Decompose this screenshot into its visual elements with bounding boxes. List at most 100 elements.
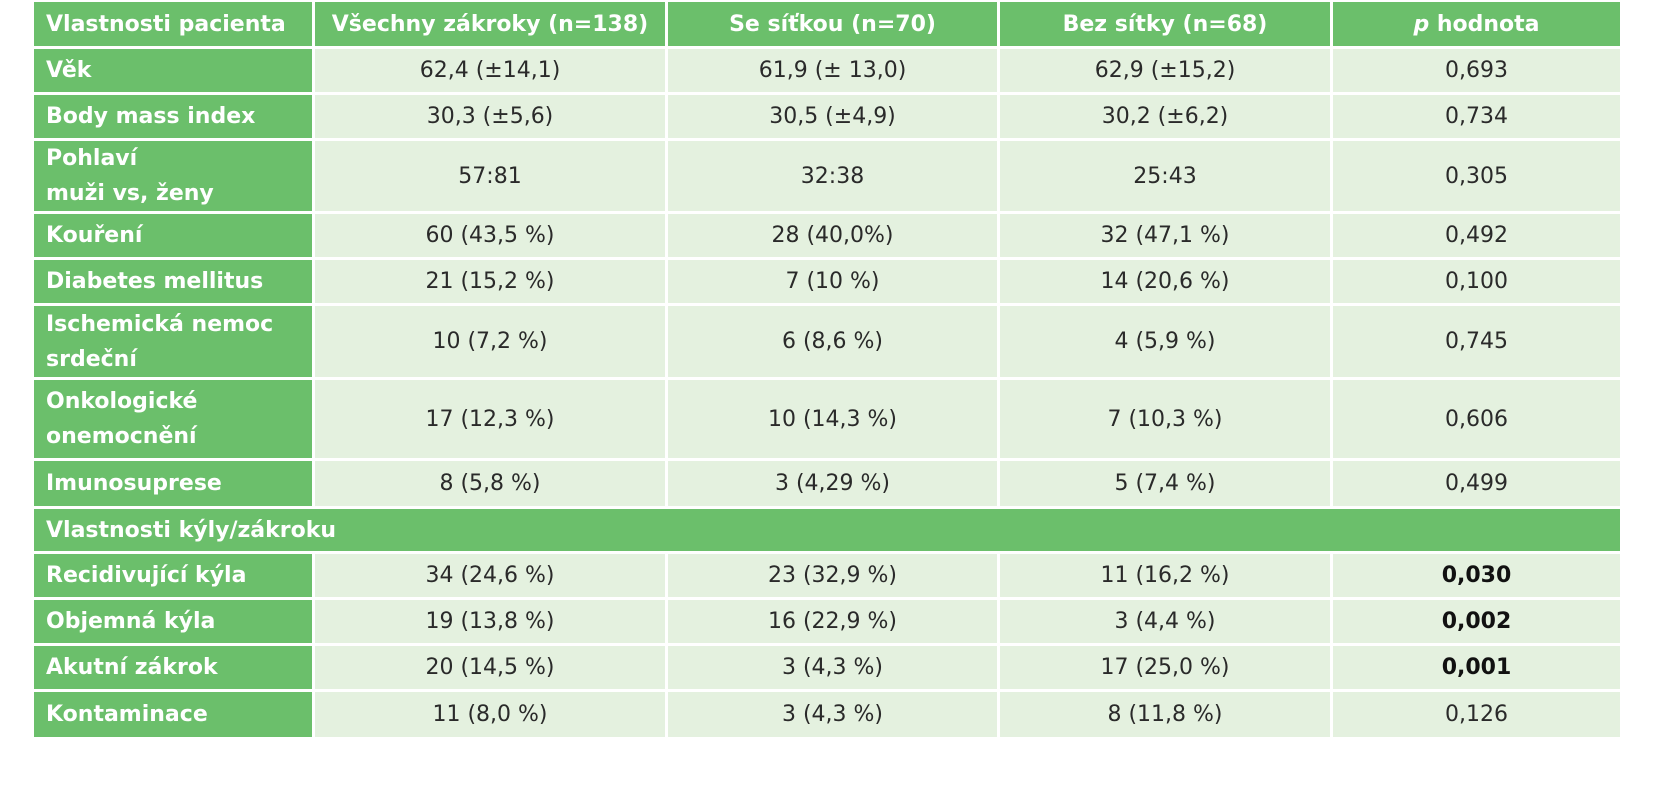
- row-label: Akutní zákrok: [34, 646, 315, 693]
- table-row: Akutní zákrok 20 (14,5 %) 3 (4,3 %) 17 (25,…: [34, 646, 1620, 693]
- value-with-mesh: 30,5 (±4,9): [668, 95, 1000, 141]
- row-label-line: onemocnění: [46, 424, 197, 450]
- value-all-procedures: 17 (12,3 %): [315, 380, 668, 462]
- value-with-mesh: 6 (8,6 %): [668, 306, 1000, 381]
- value-without-mesh: 7 (10,3 %): [1000, 380, 1333, 462]
- value-with-mesh: 23 (32,9 %): [668, 554, 1000, 601]
- p-value-word: hodnota: [1429, 11, 1540, 37]
- value-all-procedures: 11 (8,0 %): [315, 692, 668, 741]
- row-label: Kouření: [34, 214, 315, 261]
- value-p: 0,492: [1333, 214, 1620, 261]
- table-header: Vlastnosti pacienta Všechny zákroky (n=1…: [34, 2, 1620, 49]
- row-label: Věk: [34, 49, 315, 95]
- value-p: 0,499: [1333, 461, 1620, 510]
- value-all-procedures: 8 (5,8 %): [315, 461, 668, 510]
- patient-characteristics-table: Vlastnosti pacienta Všechny zákroky (n=1…: [34, 2, 1620, 741]
- value-without-mesh: 25:43: [1000, 141, 1333, 215]
- value-p: 0,030: [1333, 554, 1620, 601]
- value-all-procedures: 20 (14,5 %): [315, 646, 668, 693]
- value-with-mesh: 16 (22,9 %): [668, 600, 1000, 647]
- row-label-line: Imunosuprese: [46, 471, 222, 497]
- row-label-line: Pohlaví: [46, 146, 138, 171]
- value-without-mesh: 11 (16,2 %): [1000, 554, 1333, 601]
- value-all-procedures: 57:81: [315, 141, 668, 215]
- row-label: Imunosuprese: [34, 461, 315, 510]
- row-label-line: Kontaminace: [46, 702, 208, 728]
- header-all-procedures: Všechny zákroky (n=138): [315, 2, 668, 49]
- row-label: Kontaminace: [34, 692, 315, 741]
- value-with-mesh: 7 (10 %): [668, 260, 1000, 307]
- value-p: 0,606: [1333, 380, 1620, 462]
- value-without-mesh: 5 (7,4 %): [1000, 461, 1333, 510]
- value-p: 0,001: [1333, 646, 1620, 693]
- value-all-procedures: 62,4 (±14,1): [315, 49, 668, 95]
- row-label-line: Onkologické: [46, 389, 198, 415]
- value-p: 0,693: [1333, 49, 1620, 95]
- value-with-mesh: 32:38: [668, 141, 1000, 215]
- p-symbol: p: [1413, 11, 1430, 37]
- table-row: Objemná kýla 19 (13,8 %) 16 (22,9 %) 3 (4,4…: [34, 600, 1620, 647]
- table-row: Onkologické onemocnění 17 (12,3 %) 10 (14,3…: [34, 380, 1620, 462]
- header-without-mesh: Bez sítky (n=68): [1000, 2, 1333, 49]
- table-row: Body mass index 30,3 (±5,6) 30,5 (±4,9) 30,…: [34, 95, 1620, 141]
- row-label-line: Diabetes mellitus: [46, 269, 264, 295]
- row-label-line: Body mass index: [46, 103, 256, 129]
- row-label-line: muži vs, ženy: [46, 181, 214, 207]
- value-all-procedures: 60 (43,5 %): [315, 214, 668, 261]
- value-without-mesh: 62,9 (±15,2): [1000, 49, 1333, 95]
- row-label-line: Kouření: [46, 223, 143, 249]
- table-row: Ischemická nemoc srdeční 10 (7,2 %) 6 (8,6 …: [34, 306, 1620, 381]
- value-with-mesh: 10 (14,3 %): [668, 380, 1000, 462]
- row-label: Objemná kýla: [34, 600, 315, 647]
- section-heading-hernia-procedure: Vlastnosti kýly/zákroku: [34, 509, 1620, 555]
- value-all-procedures: 19 (13,8 %): [315, 600, 668, 647]
- header-p-value: p hodnota: [1333, 2, 1620, 49]
- value-without-mesh: 8 (11,8 %): [1000, 692, 1333, 741]
- value-all-procedures: 30,3 (±5,6): [315, 95, 668, 141]
- header-with-mesh: Se síťkou (n=70): [668, 2, 1000, 49]
- value-p: 0,745: [1333, 306, 1620, 381]
- value-with-mesh: 3 (4,3 %): [668, 646, 1000, 693]
- value-with-mesh: 61,9 (± 13,0): [668, 49, 1000, 95]
- value-without-mesh: 17 (25,0 %): [1000, 646, 1333, 693]
- row-label-line: Věk: [46, 57, 92, 83]
- value-without-mesh: 30,2 (±6,2): [1000, 95, 1333, 141]
- value-p: 0,002: [1333, 600, 1620, 647]
- row-label-line: Recidivující kýla: [46, 563, 247, 589]
- row-label: Body mass index: [34, 95, 315, 141]
- value-without-mesh: 14 (20,6 %): [1000, 260, 1333, 307]
- value-without-mesh: 3 (4,4 %): [1000, 600, 1333, 647]
- value-without-mesh: 4 (5,9 %): [1000, 306, 1333, 381]
- value-p: 0,734: [1333, 95, 1620, 141]
- row-label-line: srdeční: [46, 346, 137, 372]
- table-row: Imunosuprese 8 (5,8 %) 3 (4,29 %) 5 (7,4 %)…: [34, 461, 1620, 510]
- row-label: Pohlaví muži vs, ženy: [34, 141, 315, 215]
- row-label-line: Ischemická nemoc: [46, 311, 274, 337]
- table-row: Věk 62,4 (±14,1) 61,9 (± 13,0) 62,9 (±15,2)…: [34, 49, 1620, 95]
- value-with-mesh: 3 (4,3 %): [668, 692, 1000, 741]
- table-row: Diabetes mellitus 21 (15,2 %) 7 (10 %) 14 (…: [34, 260, 1620, 307]
- value-without-mesh: 32 (47,1 %): [1000, 214, 1333, 261]
- row-label: Ischemická nemoc srdeční: [34, 306, 315, 381]
- value-all-procedures: 10 (7,2 %): [315, 306, 668, 381]
- section-row: Vlastnosti kýly/zákroku: [34, 509, 1620, 555]
- table-row: Kontaminace 11 (8,0 %) 3 (4,3 %) 8 (11,8 %)…: [34, 692, 1620, 741]
- value-with-mesh: 3 (4,29 %): [668, 461, 1000, 510]
- row-label-line: Objemná kýla: [46, 609, 216, 635]
- table-body: Věk 62,4 (±14,1) 61,9 (± 13,0) 62,9 (±15,2)…: [34, 49, 1620, 741]
- value-all-procedures: 34 (24,6 %): [315, 554, 668, 601]
- row-label: Recidivující kýla: [34, 554, 315, 601]
- row-label: Onkologické onemocnění: [34, 380, 315, 462]
- value-all-procedures: 21 (15,2 %): [315, 260, 668, 307]
- value-with-mesh: 28 (40,0%): [668, 214, 1000, 261]
- table-row: Recidivující kýla 34 (24,6 %) 23 (32,9 %) 1…: [34, 554, 1620, 601]
- row-label: Diabetes mellitus: [34, 260, 315, 307]
- table-row: Kouření 60 (43,5 %) 28 (40,0%) 32 (47,1 %) 0…: [34, 214, 1620, 261]
- value-p: 0,100: [1333, 260, 1620, 307]
- table-row: Pohlaví muži vs, ženy 57:81 32:38 25:43 0,305: [34, 141, 1620, 215]
- value-p: 0,305: [1333, 141, 1620, 215]
- header-patient-characteristics: Vlastnosti pacienta: [34, 2, 315, 49]
- value-p: 0,126: [1333, 692, 1620, 741]
- patient-characteristics-table-container: Vlastnosti pacienta Všechny zákroky (n=1…: [34, 2, 1620, 741]
- row-label-line: Akutní zákrok: [46, 655, 218, 681]
